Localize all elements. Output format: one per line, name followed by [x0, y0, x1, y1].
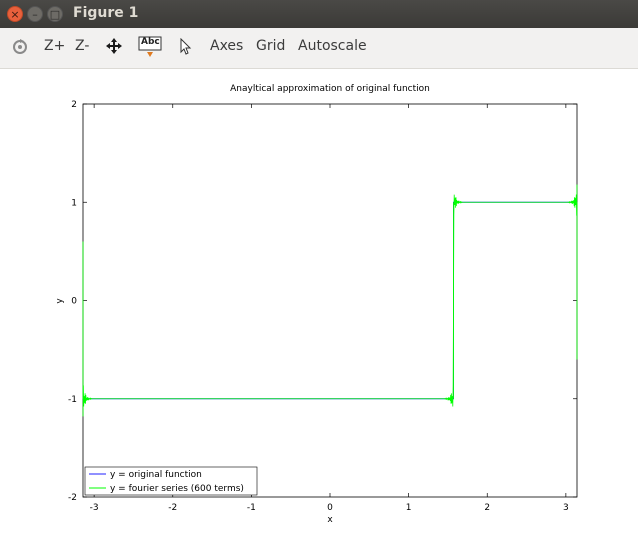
x-tick-label: -2 [168, 503, 177, 513]
window-title: Figure 1 [73, 5, 139, 21]
axes-button[interactable]: Axes [210, 38, 244, 54]
x-tick-label: 0 [327, 503, 333, 513]
figure-toolbar: Z+ Z- Abc Axes Grid Autoscale [0, 28, 638, 69]
axes-frame [82, 103, 578, 498]
legend-label-original: y = original function [110, 470, 202, 480]
y-tick-label: 1 [71, 198, 77, 208]
close-icon: × [10, 7, 20, 21]
pointer-icon[interactable] [178, 38, 194, 56]
zoom-in-button[interactable]: Z+ [44, 38, 66, 54]
series-group [82, 184, 578, 417]
text-annotation-icon [138, 36, 162, 57]
autoscale-button[interactable]: Autoscale [298, 38, 367, 54]
tick-group: -3 -2 -1 0 1 2 3 -2 -1 0 1 2 [68, 100, 577, 513]
pan-arrows-icon[interactable] [104, 36, 124, 56]
x-tick-label: 1 [406, 503, 412, 513]
grid-button[interactable]: Grid [256, 38, 286, 54]
rotate-icon[interactable] [10, 36, 30, 56]
chart-legend: y = original function y = fourier series… [84, 466, 258, 496]
chart-svg: Anayltical approximation of original fun… [55, 84, 578, 525]
y-tick-label: 0 [71, 297, 77, 307]
y-tick-label: 2 [71, 100, 77, 110]
legend-box [84, 466, 258, 496]
close-window-button[interactable]: × [7, 6, 23, 22]
x-tick-label: -3 [90, 503, 99, 513]
x-axis-label: x [327, 515, 333, 525]
x-tick-label: 2 [484, 503, 490, 513]
y-tick-label: -2 [68, 493, 77, 503]
x-tick-label: 3 [563, 503, 569, 513]
text-tool-label: Abc [141, 37, 160, 47]
maximize-window-button[interactable]: □ [47, 6, 63, 22]
series-line-original [83, 201, 577, 400]
legend-label-fourier: y = fourier series (600 terms) [110, 484, 244, 494]
maximize-icon: □ [49, 7, 61, 21]
plot-canvas: Anayltical approximation of original fun… [0, 69, 638, 551]
window-titlebar: × – □ Figure 1 [0, 0, 638, 28]
x-tick-label: -1 [247, 503, 256, 513]
minimize-icon: – [32, 7, 38, 21]
y-axis-label: y [55, 298, 65, 304]
text-annotation-button[interactable]: Abc [138, 36, 162, 58]
y-tick-label: -1 [68, 395, 77, 405]
minimize-window-button[interactable]: – [27, 6, 43, 22]
zoom-out-button[interactable]: Z- [75, 38, 90, 54]
series-line-fourier [82, 184, 578, 417]
chart-title: Anayltical approximation of original fun… [230, 84, 430, 94]
